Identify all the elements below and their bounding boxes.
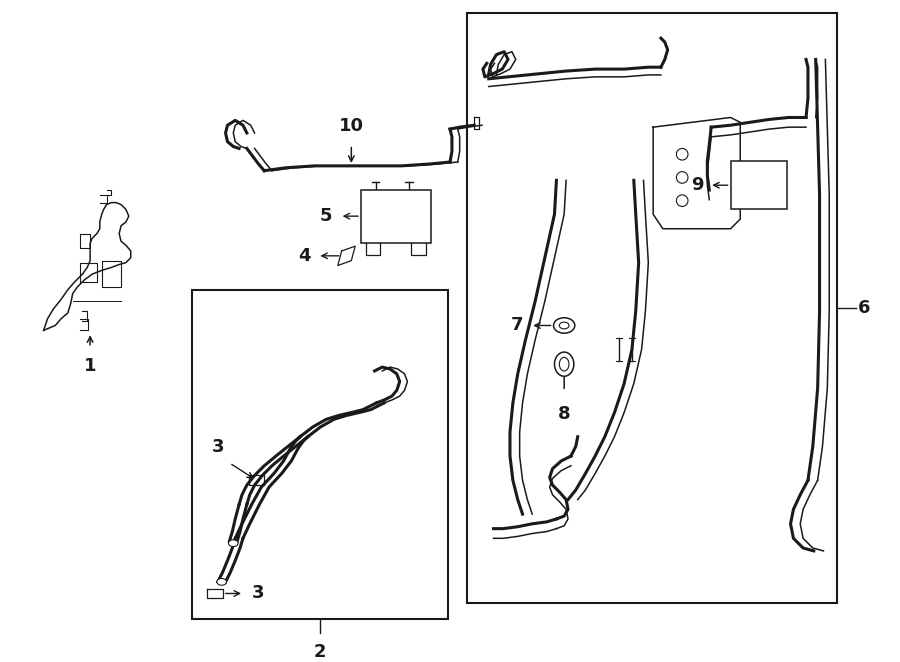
Text: 1: 1 xyxy=(84,357,96,375)
Text: 9: 9 xyxy=(691,176,704,194)
Text: 10: 10 xyxy=(338,117,364,135)
Text: 4: 4 xyxy=(298,247,310,265)
Ellipse shape xyxy=(559,322,569,329)
Circle shape xyxy=(677,171,688,183)
Text: 3: 3 xyxy=(252,585,265,602)
Ellipse shape xyxy=(554,352,574,376)
Bar xyxy=(731,161,787,209)
Text: 8: 8 xyxy=(558,405,571,423)
Ellipse shape xyxy=(229,540,238,547)
Circle shape xyxy=(677,195,688,207)
Bar xyxy=(192,290,448,618)
Text: 5: 5 xyxy=(320,207,332,225)
Ellipse shape xyxy=(559,357,569,371)
Text: 6: 6 xyxy=(859,299,871,317)
Text: 2: 2 xyxy=(313,643,326,661)
Text: 3: 3 xyxy=(212,438,224,456)
Ellipse shape xyxy=(217,579,227,585)
Bar xyxy=(467,13,837,603)
Bar xyxy=(361,190,431,243)
Ellipse shape xyxy=(554,318,575,333)
Circle shape xyxy=(677,148,688,160)
Text: 7: 7 xyxy=(511,316,524,334)
